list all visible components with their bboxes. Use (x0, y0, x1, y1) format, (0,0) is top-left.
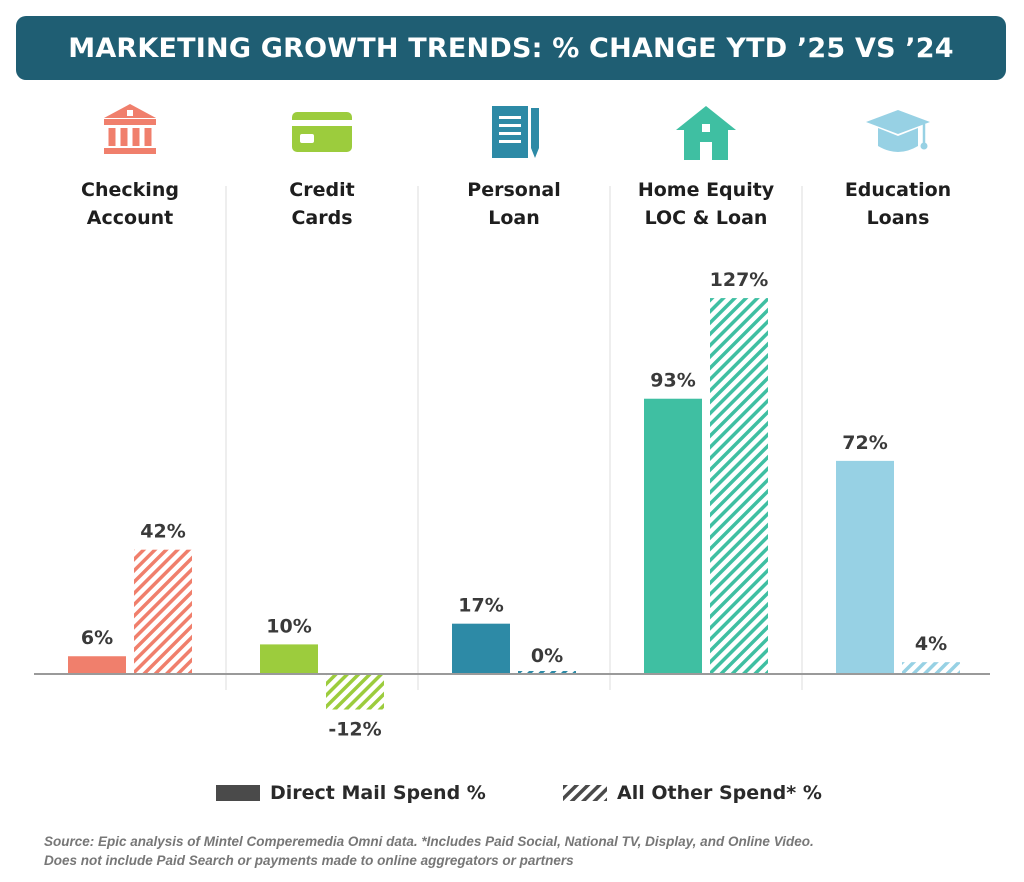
bar-personal-loan-all-other (518, 671, 576, 674)
category-label-education-loans: Education Loans (845, 179, 951, 229)
category-label-checking-account: Checking Account (81, 179, 179, 229)
source-line-1: Source: Epic analysis of Mintel Comperem… (44, 834, 814, 849)
bank-icon (104, 104, 156, 154)
document-pen-icon (492, 106, 539, 158)
graduation-cap-icon (866, 110, 930, 152)
bar-home-equity-loc-loan-all-other (710, 298, 768, 674)
legend-swatch-solid (216, 785, 260, 801)
source-note: Source: Epic analysis of Mintel Comperem… (44, 832, 1004, 870)
source-line-2: Does not include Paid Search or payments… (44, 853, 574, 868)
bar-credit-cards-all-other (326, 674, 384, 710)
bar-credit-cards-direct-mail (260, 644, 318, 674)
legend-item-all-other: All Other Spend* % (563, 782, 822, 804)
credit-card-icon (292, 112, 352, 152)
value-label-personal-loan-direct-mail: 17% (458, 595, 503, 617)
legend-item-direct-mail: Direct Mail Spend % (216, 782, 486, 804)
bar-home-equity-loc-loan-direct-mail (644, 398, 702, 674)
bar-education-loans-direct-mail (836, 460, 894, 674)
value-label-home-equity-loc-loan-all-other: 127% (710, 269, 769, 291)
bar-chart: Checking Account Credit Cards Personal Loan Ho… (34, 104, 990, 741)
value-label-education-loans-direct-mail: 72% (842, 432, 887, 454)
legend-swatch-hatched (563, 785, 607, 801)
category-label-credit-cards: Credit Cards (289, 179, 354, 229)
value-label-personal-loan-all-other: 0% (531, 645, 563, 667)
value-label-credit-cards-all-other: -12% (328, 719, 381, 741)
title-banner: MARKETING GROWTH TRENDS: % CHANGE YTD ’2… (16, 16, 1006, 80)
bar-checking-account-direct-mail (68, 656, 126, 674)
bar-personal-loan-direct-mail (452, 623, 510, 674)
legend-label-all-other: All Other Spend* % (617, 782, 822, 804)
value-label-credit-cards-direct-mail: 10% (266, 615, 311, 637)
value-label-education-loans-all-other: 4% (915, 633, 947, 655)
value-label-checking-account-direct-mail: 6% (81, 627, 113, 649)
house-icon (676, 106, 736, 160)
legend-label-direct-mail: Direct Mail Spend % (270, 782, 486, 804)
bar-education-loans-all-other (902, 662, 960, 674)
category-label-home-equity-loc-loan: Home Equity LOC & Loan (638, 179, 775, 229)
bar-checking-account-all-other (134, 549, 192, 674)
category-label-personal-loan: Personal Loan (467, 179, 560, 229)
chart-title: MARKETING GROWTH TRENDS: % CHANGE YTD ’2… (68, 32, 954, 64)
value-label-checking-account-all-other: 42% (140, 521, 185, 543)
value-label-home-equity-loc-loan-direct-mail: 93% (650, 370, 695, 392)
legend: Direct Mail Spend % All Other Spend* % (0, 782, 1024, 812)
